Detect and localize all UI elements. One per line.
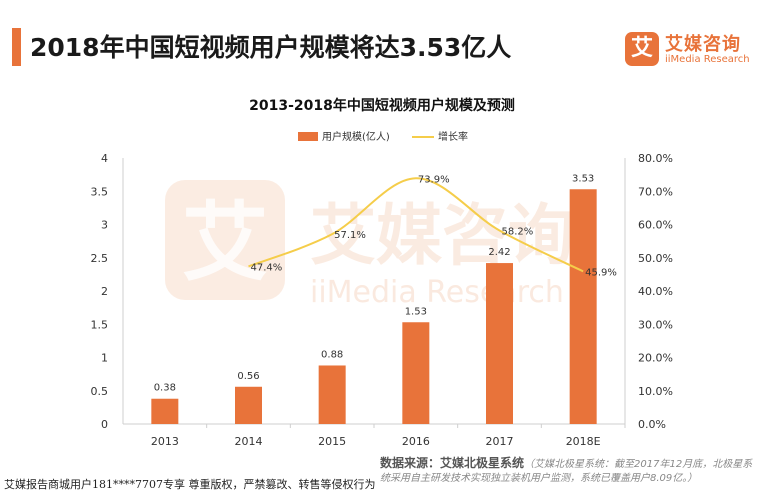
data-source: 数据来源：艾媒北极星系统（艾媒北极星系统：截至2017年12月底，北极星系统采用… xyxy=(380,456,760,486)
y-right-tick-label: 30.0% xyxy=(638,318,673,331)
logo-text-cn: 艾媒咨询 xyxy=(665,34,741,55)
bar-value-label: 0.88 xyxy=(321,349,343,360)
copyright-footer: 艾媒报告商城用户181****7707专享 尊重版权，严禁篡改、转售等侵权行为 xyxy=(4,478,376,491)
bar-2013 xyxy=(151,398,179,424)
bar-value-label: 0.56 xyxy=(237,371,259,382)
growth-rate-line xyxy=(248,177,584,273)
source-note: （艾媒北极星系统：截至2017年12月底，北极星系统采用自主研发技术实现独立装机… xyxy=(380,459,753,484)
y-left-tick-label: 2 xyxy=(101,285,108,298)
legend-bar-swatch xyxy=(298,132,318,141)
x-tick-label: 2017 xyxy=(486,435,514,448)
growth-rate-label: 47.4% xyxy=(251,262,283,273)
y-right-tick-label: 20.0% xyxy=(638,352,673,365)
x-tick-label: 2013 xyxy=(151,435,179,448)
source-label: 数据来源：艾媒北极星系统 xyxy=(380,456,525,470)
bar-value-label: 2.42 xyxy=(488,247,510,258)
y-right-tick-label: 40.0% xyxy=(638,285,673,298)
y-right-tick-label: 0.0% xyxy=(638,418,666,431)
watermark-mark-text: 艾 xyxy=(182,193,268,293)
y-left-tick-label: 1 xyxy=(101,352,108,365)
x-tick-label: 2014 xyxy=(235,435,263,448)
y-right-tick-label: 60.0% xyxy=(638,219,673,232)
chart-title: 2013-2018年中国短视频用户规模及预测 xyxy=(249,97,515,114)
brand-logo: 艾 艾媒咨询 iiMedia Research xyxy=(625,30,755,72)
y-left-tick-label: 0.5 xyxy=(91,385,109,398)
growth-rate-label: 73.9% xyxy=(418,174,450,185)
growth-rate-label: 58.2% xyxy=(502,226,534,237)
y-left-tick-label: 4 xyxy=(101,152,108,165)
x-tick-label: 2016 xyxy=(402,435,430,448)
y-right-tick-label: 80.0% xyxy=(638,152,673,165)
y-left-tick-label: 1.5 xyxy=(91,318,109,331)
legend-bar-label: 用户规模(亿人) xyxy=(322,130,390,143)
bar-value-label: 3.53 xyxy=(572,173,594,184)
logo-icon: 艾 xyxy=(625,32,659,66)
growth-rate-label: 57.1% xyxy=(334,230,366,241)
page-title: 2018年中国短视频用户规模将达3.53亿人 xyxy=(30,33,512,62)
y-left-tick-label: 2.5 xyxy=(91,252,109,265)
watermark-mark-bg xyxy=(165,180,285,300)
y-left-tick-label: 3 xyxy=(101,219,108,232)
y-right-tick-label: 50.0% xyxy=(638,252,673,265)
bar-2015 xyxy=(318,365,346,424)
x-tick-label: 2015 xyxy=(318,435,346,448)
bar-value-label: 1.53 xyxy=(405,306,427,317)
y-right-tick-label: 10.0% xyxy=(638,385,673,398)
y-left-tick-label: 0 xyxy=(101,418,108,431)
watermark-cn: 艾媒咨询 xyxy=(310,197,574,274)
x-tick-label: 2018E xyxy=(566,435,601,448)
growth-rate-label: 45.9% xyxy=(585,267,617,278)
bar-2014 xyxy=(235,386,262,424)
watermark-en: iiMedia Research xyxy=(310,275,564,310)
y-left-tick-label: 3.5 xyxy=(91,185,109,198)
y-right-tick-label: 70.0% xyxy=(638,185,673,198)
bar-2018e xyxy=(569,189,597,424)
bar-2017 xyxy=(486,263,513,424)
bar-2016 xyxy=(402,322,430,424)
legend-line-label: 增长率 xyxy=(438,130,468,143)
title-accent-bar xyxy=(12,28,21,66)
logo-text-en: iiMedia Research xyxy=(665,54,750,65)
bar-value-label: 0.38 xyxy=(154,383,176,394)
